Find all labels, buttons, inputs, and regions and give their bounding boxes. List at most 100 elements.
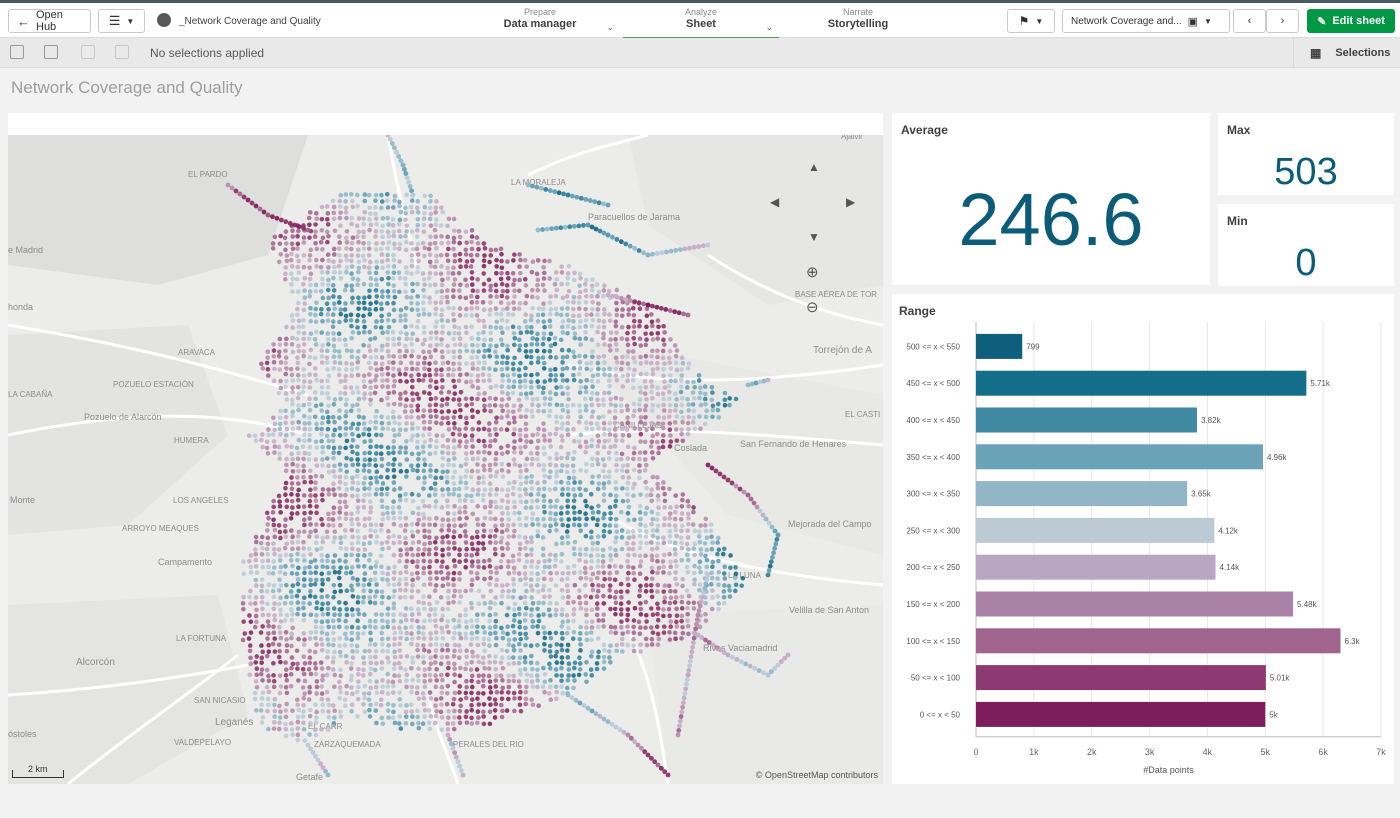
- coverage-point: [379, 343, 385, 349]
- coverage-point: [464, 240, 469, 245]
- coverage-point: [439, 295, 445, 300]
- pan-down-icon[interactable]: ▼: [808, 230, 820, 244]
- clear-selections-icon[interactable]: [115, 45, 129, 59]
- coverage-point: [637, 306, 643, 312]
- step-forward-icon[interactable]: [81, 45, 95, 59]
- coverage-point: [408, 702, 414, 708]
- coverage-point: [361, 329, 367, 335]
- coverage-point: [301, 702, 306, 708]
- coverage-point: [577, 324, 583, 330]
- coverage-point: [415, 708, 420, 714]
- kpi-min[interactable]: Min 0: [1218, 204, 1394, 286]
- zoom-out-icon[interactable]: ⊖: [806, 299, 819, 316]
- coverage-point: [564, 529, 570, 534]
- coverage-point: [380, 330, 385, 336]
- coverage-point: [469, 563, 475, 569]
- coverage-point: [476, 588, 482, 594]
- coverage-point: [402, 594, 408, 600]
- coverage-point: [458, 523, 464, 529]
- coverage-point: [445, 510, 451, 516]
- coverage-point: [668, 337, 673, 342]
- coverage-point: [308, 311, 313, 317]
- coverage-point: [541, 612, 546, 617]
- coverage-point: [637, 469, 642, 474]
- tab-narrate[interactable]: Narrate Storytelling: [790, 7, 926, 39]
- coverage-point: [606, 456, 612, 461]
- coverage-point: [506, 559, 511, 564]
- next-sheet-button[interactable]: ›: [1266, 9, 1299, 33]
- coverage-point: [643, 589, 649, 594]
- coverage-point: [493, 349, 498, 355]
- coverage-point: [313, 240, 318, 246]
- coverage-point: [295, 289, 301, 294]
- tab-analyze[interactable]: Analyze Sheet ⌄: [623, 7, 779, 39]
- coverage-point: [331, 655, 336, 660]
- pan-right-icon[interactable]: ▶: [846, 195, 856, 209]
- coverage-point: [409, 588, 415, 594]
- coverage-point: [427, 559, 433, 564]
- coverage-point: [385, 426, 391, 432]
- coverage-point: [512, 510, 517, 516]
- selections-button[interactable]: ▦ Selections: [1293, 38, 1400, 68]
- coverage-point: [529, 269, 535, 275]
- pan-up-icon[interactable]: ▲: [808, 160, 820, 174]
- coverage-point: [554, 570, 560, 576]
- coverage-point: [446, 629, 451, 635]
- open-hub-button[interactable]: ← Open Hub: [8, 9, 91, 33]
- coverage-point: [649, 642, 655, 647]
- coverage-point: [373, 684, 379, 690]
- coverage-point: [571, 456, 576, 462]
- coverage-point: [272, 234, 278, 240]
- kpi-average[interactable]: Average 246.6: [892, 113, 1210, 285]
- coverage-point: [433, 618, 438, 623]
- coverage-point: [506, 678, 512, 684]
- coverage-point: [704, 577, 710, 582]
- coverage-point: [682, 246, 688, 252]
- coverage-point: [680, 438, 686, 444]
- map-canvas[interactable]: EL PARDO LA MORALEJA Paracuellos de Jarama…: [8, 135, 883, 784]
- coverage-point: [344, 215, 349, 221]
- previous-sheet-button[interactable]: ‹: [1233, 9, 1266, 33]
- coverage-point: [511, 330, 517, 336]
- coverage-point: [577, 289, 583, 295]
- coverage-point: [656, 505, 661, 510]
- coverage-point: [463, 247, 469, 253]
- chevron-down-icon[interactable]: ⌄: [765, 22, 773, 32]
- coverage-point: [428, 263, 434, 269]
- chevron-down-icon[interactable]: ⌄: [606, 22, 614, 32]
- coverage-point: [314, 246, 320, 252]
- coverage-point: [361, 342, 366, 348]
- coverage-point: [301, 475, 306, 480]
- coverage-point: [336, 486, 342, 491]
- coverage-point: [685, 366, 691, 371]
- coverage-point: [607, 409, 612, 414]
- coverage-point: [439, 625, 445, 631]
- range-chart-panel[interactable]: Range 0 1k 2k 3k 4k 5k 6k 7k 500 <= x < 550 799 45…: [892, 294, 1394, 784]
- step-back-icon[interactable]: [44, 45, 58, 59]
- coverage-point: [504, 318, 510, 324]
- coverage-point: [658, 305, 664, 311]
- edit-sheet-button[interactable]: ✎ Edit sheet: [1307, 9, 1395, 33]
- tab-prepare[interactable]: Prepare Data manager ⌄: [470, 7, 614, 39]
- coverage-point: [374, 408, 380, 414]
- coverage-point: [409, 631, 414, 636]
- smart-search-icon[interactable]: [10, 45, 24, 59]
- coverage-point: [343, 463, 349, 468]
- sheet-selector[interactable]: Network Coverage and... ▣ ▼: [1062, 9, 1230, 33]
- coverage-point: [481, 263, 487, 269]
- coverage-point: [614, 570, 620, 575]
- global-menu-button[interactable]: ☰ ▼: [98, 9, 145, 33]
- coverage-point: [452, 277, 458, 282]
- coverage-point: [271, 522, 277, 528]
- coverage-point: [624, 427, 630, 432]
- pan-left-icon[interactable]: ◀: [770, 195, 780, 209]
- kpi-max[interactable]: Max 503: [1218, 113, 1394, 195]
- coverage-point: [481, 342, 487, 348]
- coverage-point: [732, 588, 738, 594]
- coverage-point: [319, 726, 324, 732]
- zoom-in-icon[interactable]: ⊕: [806, 264, 819, 281]
- coverage-point: [505, 564, 511, 570]
- map-attribution[interactable]: © OpenStreetMap contributors: [755, 770, 878, 780]
- bookmark-button[interactable]: ⚑ ▼: [1007, 9, 1055, 33]
- coverage-point: [620, 631, 625, 636]
